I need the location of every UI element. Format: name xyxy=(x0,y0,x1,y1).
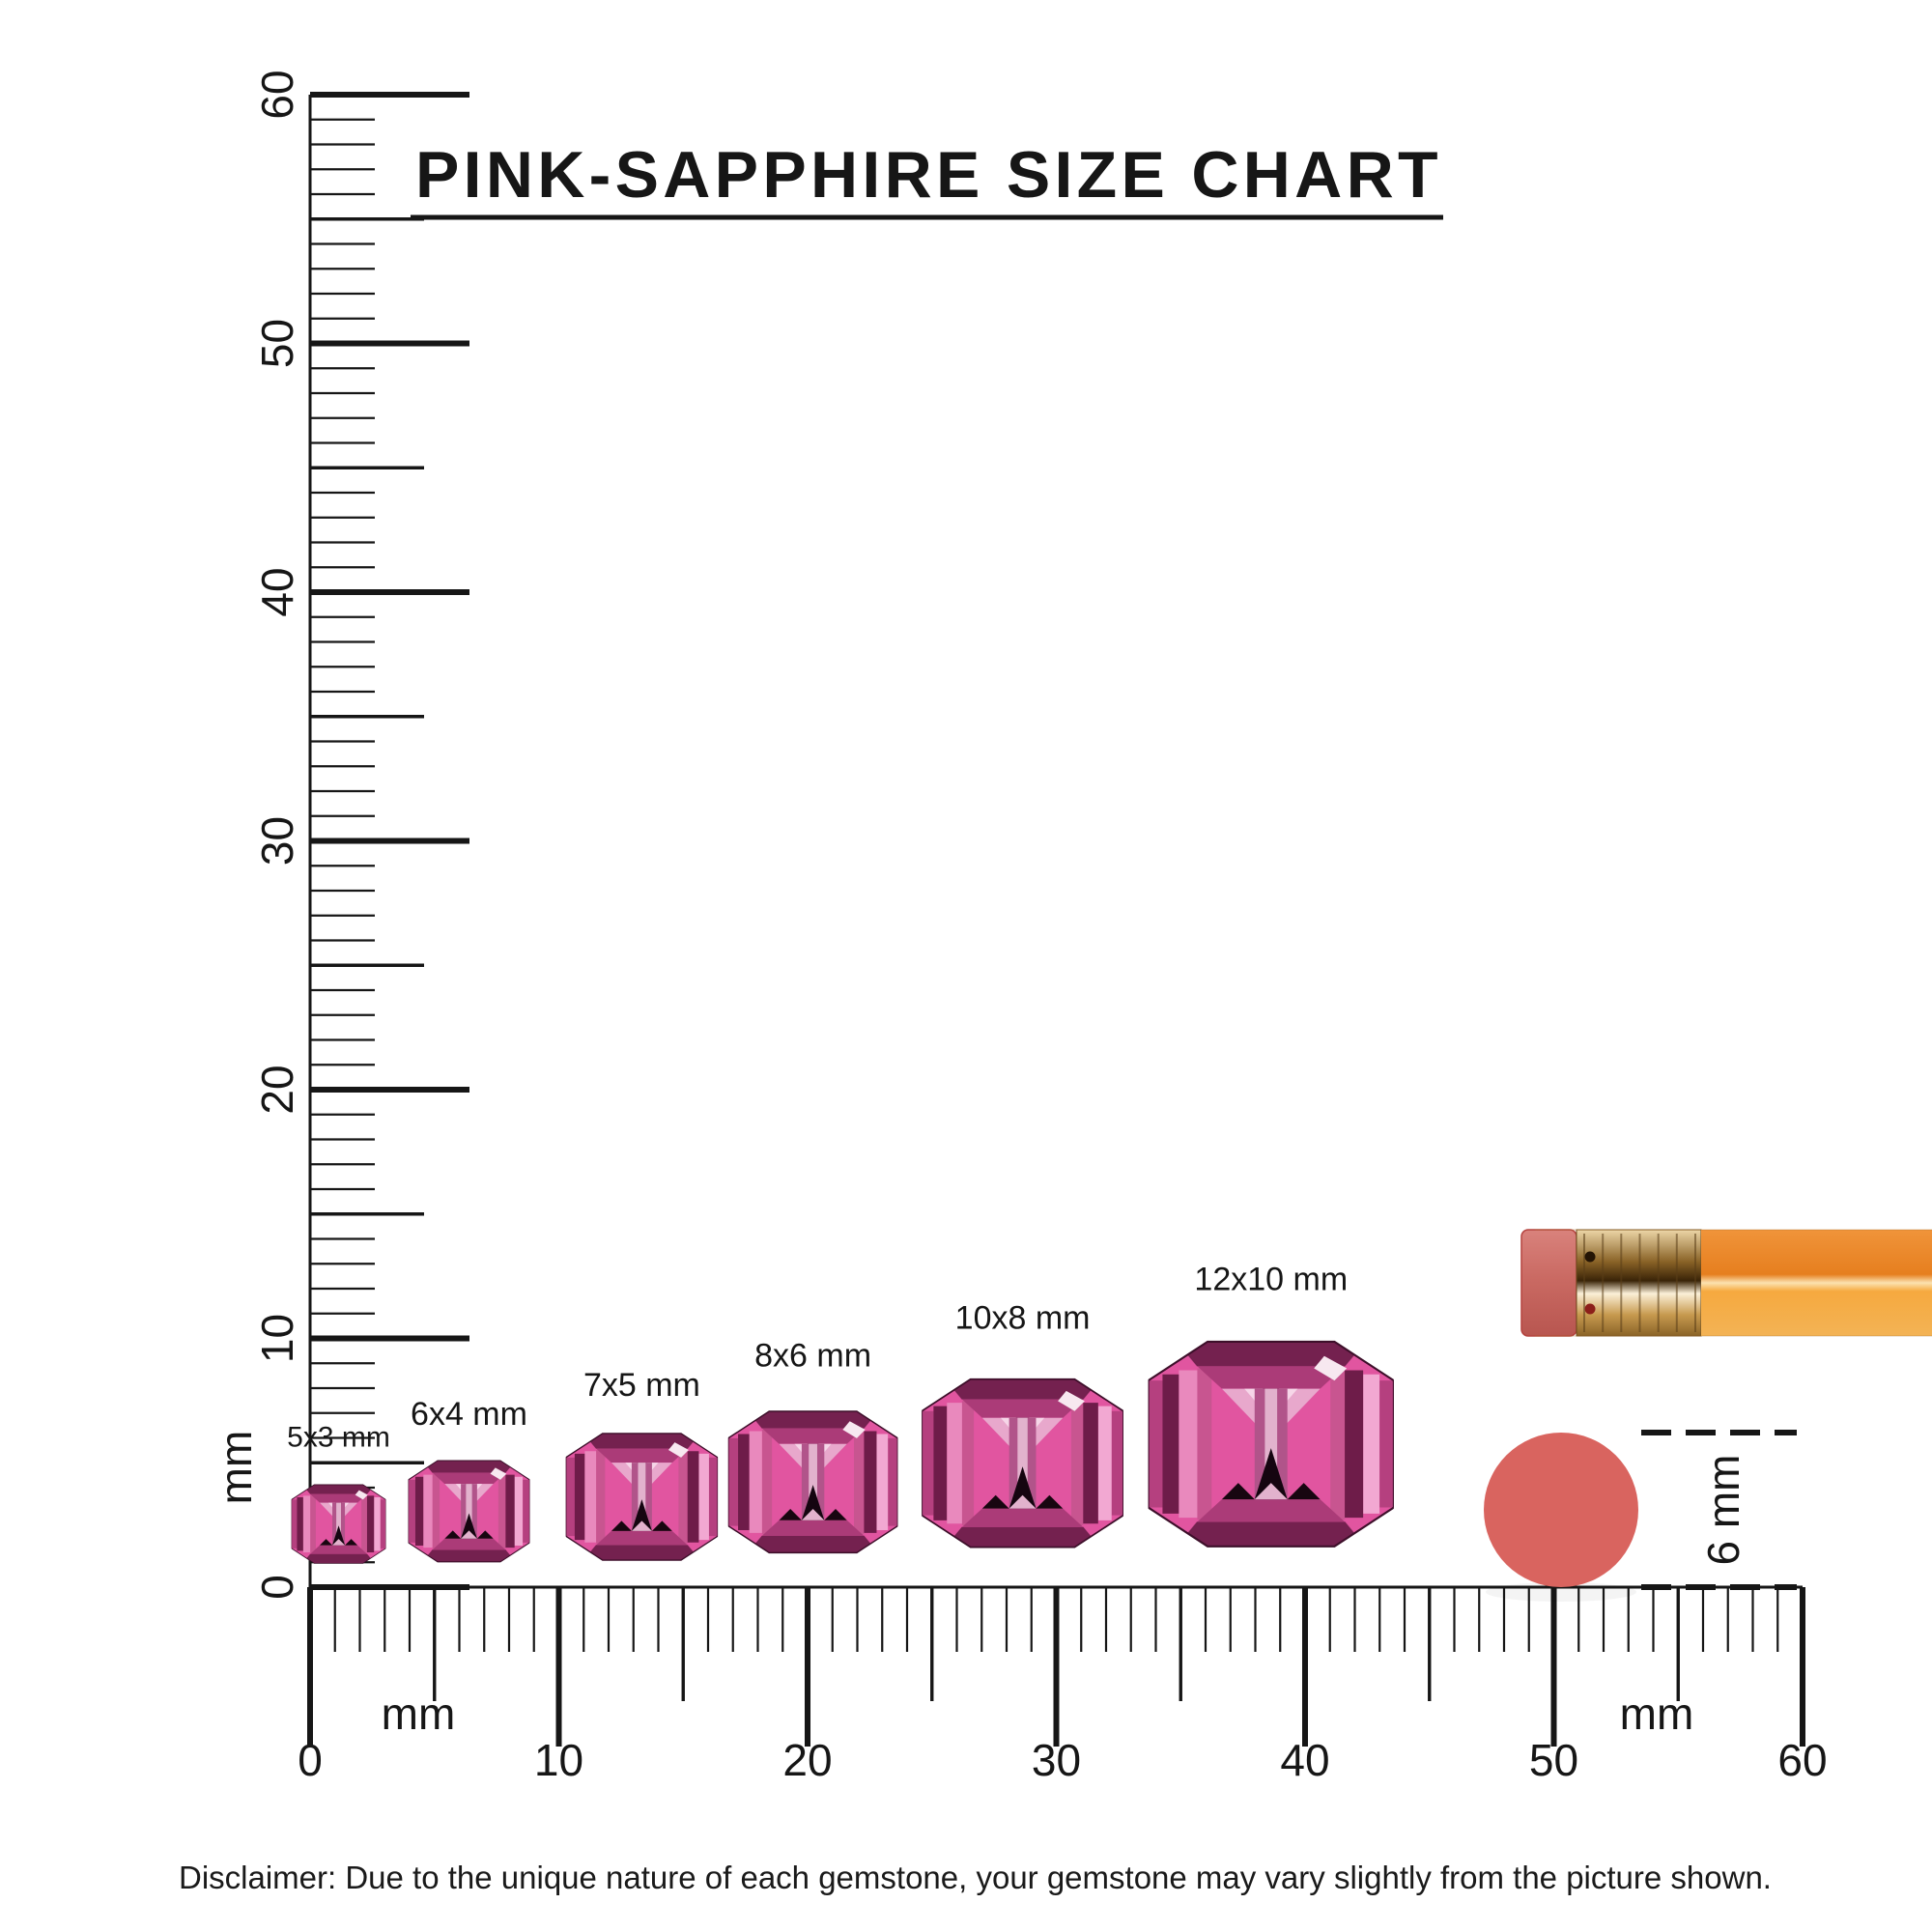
svg-text:PINK-SAPPHIRE SIZE CHART: PINK-SAPPHIRE SIZE CHART xyxy=(415,138,1442,212)
svg-text:20: 20 xyxy=(782,1735,832,1785)
svg-text:mm: mm xyxy=(211,1431,261,1505)
svg-text:40: 40 xyxy=(252,567,302,616)
svg-text:30: 30 xyxy=(252,816,302,866)
svg-text:0: 0 xyxy=(298,1735,323,1785)
svg-text:0: 0 xyxy=(252,1575,302,1600)
svg-text:6 mm: 6 mm xyxy=(1698,1455,1748,1566)
svg-text:Disclaimer: Due to the unique: Disclaimer: Due to the unique nature of … xyxy=(179,1860,1772,1895)
svg-text:40: 40 xyxy=(1280,1735,1329,1785)
svg-text:20: 20 xyxy=(252,1065,302,1114)
svg-text:10x8 mm: 10x8 mm xyxy=(955,1299,1091,1336)
svg-text:5x3 mm: 5x3 mm xyxy=(287,1421,390,1453)
svg-text:60: 60 xyxy=(1777,1735,1827,1785)
svg-text:mm: mm xyxy=(1620,1689,1694,1739)
svg-text:50: 50 xyxy=(252,319,302,368)
svg-text:30: 30 xyxy=(1032,1735,1081,1785)
svg-text:50: 50 xyxy=(1529,1735,1578,1785)
svg-text:8x6 mm: 8x6 mm xyxy=(754,1337,871,1374)
svg-text:10: 10 xyxy=(252,1314,302,1363)
svg-text:mm: mm xyxy=(382,1689,456,1739)
svg-text:6x4 mm: 6x4 mm xyxy=(411,1396,527,1433)
svg-text:12x10 mm: 12x10 mm xyxy=(1194,1262,1348,1298)
svg-text:10: 10 xyxy=(534,1735,583,1785)
svg-text:7x5 mm: 7x5 mm xyxy=(583,1367,700,1404)
svg-text:60: 60 xyxy=(252,70,302,119)
